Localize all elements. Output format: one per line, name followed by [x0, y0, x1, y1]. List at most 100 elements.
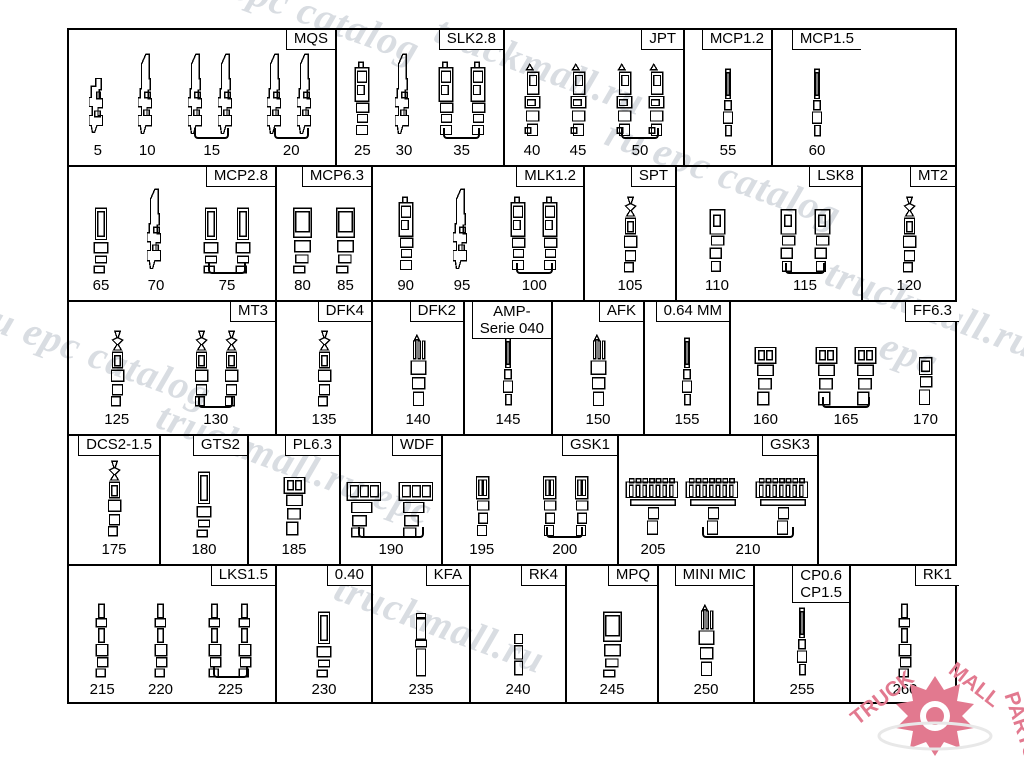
catalog-row: MCP2.8 65 70 75 MCP6.3 80 85 MLK1.2 90 95 100 SPT 10… — [69, 167, 955, 302]
terminal-item[interactable]: 50 — [614, 30, 666, 163]
terminal-group[interactable]: AFK 150 — [553, 302, 645, 434]
terminal-group[interactable]: GTS2 180 — [161, 436, 249, 564]
terminal-group[interactable]: AMP- Serie 040 145 — [465, 302, 553, 434]
terminal-group[interactable]: RK4 240 — [471, 566, 567, 704]
terminal-art — [614, 57, 666, 139]
item-number: 220 — [148, 681, 174, 698]
terminal-drawing — [681, 337, 693, 406]
terminal-group[interactable]: FF6.3 160 165 170 — [731, 302, 959, 434]
terminal-item[interactable]: 35 — [436, 30, 488, 163]
terminal-art — [752, 326, 779, 408]
terminal-group[interactable]: MCP1.2 55 — [685, 30, 773, 165]
terminal-item[interactable]: 80 — [290, 167, 315, 298]
terminal-item[interactable]: 100 — [508, 167, 560, 298]
group-items: 175 — [69, 436, 159, 564]
terminal-item[interactable]: 190 — [345, 436, 437, 562]
terminal-item[interactable]: 160 — [752, 302, 779, 432]
terminal-group[interactable]: GSK1 195 200 — [443, 436, 619, 564]
terminal-group[interactable] — [819, 436, 947, 564]
terminal-group[interactable]: PL6.3 185 — [249, 436, 341, 564]
terminal-item[interactable]: 65 — [91, 167, 111, 298]
terminal-item[interactable]: 25 — [352, 30, 372, 163]
terminal-item[interactable]: 240 — [505, 566, 531, 702]
terminal-item[interactable]: 235 — [408, 566, 434, 702]
terminal-item[interactable]: 205 — [624, 436, 682, 562]
terminal-item[interactable]: 250 — [693, 566, 719, 702]
terminal-group[interactable]: LSK8 110 115 — [677, 167, 863, 300]
terminal-item[interactable]: 170 — [913, 302, 938, 432]
terminal-drawing — [187, 53, 202, 135]
item-number: 240 — [505, 681, 531, 698]
terminal-item[interactable]: 15 — [187, 30, 236, 163]
terminal-item[interactable]: 75 — [201, 167, 253, 298]
terminal-item[interactable]: 130 — [192, 302, 240, 432]
terminal-item[interactable]: 10 — [138, 30, 156, 163]
item-number: 160 — [752, 411, 778, 428]
terminal-group[interactable]: MQS 5 10 15 20 — [69, 30, 337, 165]
terminal-item[interactable]: 195 — [469, 436, 494, 562]
terminal-item[interactable]: 85 — [333, 167, 358, 298]
terminal-item[interactable]: 175 — [101, 436, 127, 562]
terminal-group[interactable]: MCP6.3 80 85 — [277, 167, 373, 300]
terminal-item[interactable]: 115 — [777, 167, 833, 298]
terminal-item[interactable]: 55 — [720, 30, 736, 163]
terminal-item[interactable]: 215 — [90, 566, 115, 702]
item-number: 90 — [397, 277, 414, 294]
terminal-item[interactable]: 200 — [539, 436, 591, 562]
terminal-group[interactable]: MPQ 245 — [567, 566, 659, 704]
terminal-item[interactable]: 135 — [311, 302, 337, 432]
terminal-item[interactable]: 155 — [674, 302, 700, 432]
terminal-group[interactable]: WDF 190 — [341, 436, 443, 564]
terminal-item[interactable]: 145 — [495, 302, 521, 432]
terminal-group[interactable]: MCP1.5 60 — [773, 30, 861, 165]
terminal-group[interactable]: MCP2.8 65 70 75 — [69, 167, 277, 300]
terminal-group[interactable]: MINI MIC 250 — [659, 566, 755, 704]
terminal-group[interactable]: JPT 40 45 50 — [505, 30, 685, 165]
terminal-item[interactable]: 165 — [813, 302, 879, 432]
terminal-group[interactable]: SLK2.8 25 30 35 — [337, 30, 505, 165]
terminal-item[interactable]: 225 — [206, 566, 254, 702]
terminal-item[interactable]: 220 — [148, 566, 173, 702]
terminal-drawing — [475, 475, 490, 537]
terminal-item[interactable]: 210 — [684, 436, 812, 562]
terminal-item[interactable]: 185 — [281, 436, 308, 562]
terminal-item[interactable]: 40 — [522, 30, 542, 163]
terminal-art — [315, 326, 333, 408]
terminal-group[interactable]: DFK2 140 — [373, 302, 465, 434]
terminal-item[interactable]: 255 — [789, 566, 815, 702]
terminal-item[interactable]: 150 — [585, 302, 611, 432]
terminal-group[interactable]: RK1 260 — [851, 566, 959, 704]
terminal-group[interactable]: DFK4 135 — [277, 302, 373, 434]
terminal-item[interactable]: 125 — [104, 302, 129, 432]
terminal-item[interactable]: 110 — [705, 167, 729, 298]
terminal-item[interactable]: 45 — [568, 30, 588, 163]
terminal-group[interactable]: GSK3 205 210 — [619, 436, 819, 564]
terminal-group[interactable]: DCS2-1.5 175 — [69, 436, 161, 564]
terminal-group[interactable]: 0.64 MM 155 — [645, 302, 731, 434]
terminal-item[interactable]: 105 — [617, 167, 643, 298]
terminal-item[interactable]: 30 — [394, 30, 413, 163]
terminal-group[interactable]: MT2 120 — [863, 167, 955, 300]
terminal-item[interactable]: 120 — [896, 167, 922, 298]
terminal-group[interactable]: LKS1.5 215 220 225 — [69, 566, 277, 704]
terminal-group[interactable]: MLK1.2 90 95 100 — [373, 167, 585, 300]
terminal-item[interactable]: 70 — [147, 167, 165, 298]
terminal-item[interactable]: 260 — [892, 566, 918, 702]
terminal-group[interactable]: CP0.6 CP1.5 255 — [755, 566, 851, 704]
terminal-item[interactable]: 5 — [88, 30, 107, 163]
terminal-item[interactable]: 245 — [599, 566, 625, 702]
terminal-group[interactable]: 0.40 230 — [277, 566, 373, 704]
terminal-item[interactable]: 180 — [191, 436, 217, 562]
terminal-art — [281, 456, 308, 538]
terminal-item[interactable]: 140 — [405, 302, 431, 432]
terminal-item[interactable]: 230 — [311, 566, 337, 702]
item-number: 210 — [735, 541, 761, 558]
terminal-group[interactable]: KFA 235 — [373, 566, 471, 704]
terminal-item[interactable]: 90 — [396, 167, 416, 298]
terminal-group[interactable]: SPT 105 — [585, 167, 677, 300]
terminal-item[interactable]: 20 — [267, 30, 315, 163]
terminal-item[interactable]: 60 — [809, 30, 825, 163]
terminal-item[interactable]: 95 — [452, 167, 471, 298]
terminal-group[interactable]: MT3 125 130 — [69, 302, 277, 434]
item-number: 30 — [395, 142, 413, 159]
